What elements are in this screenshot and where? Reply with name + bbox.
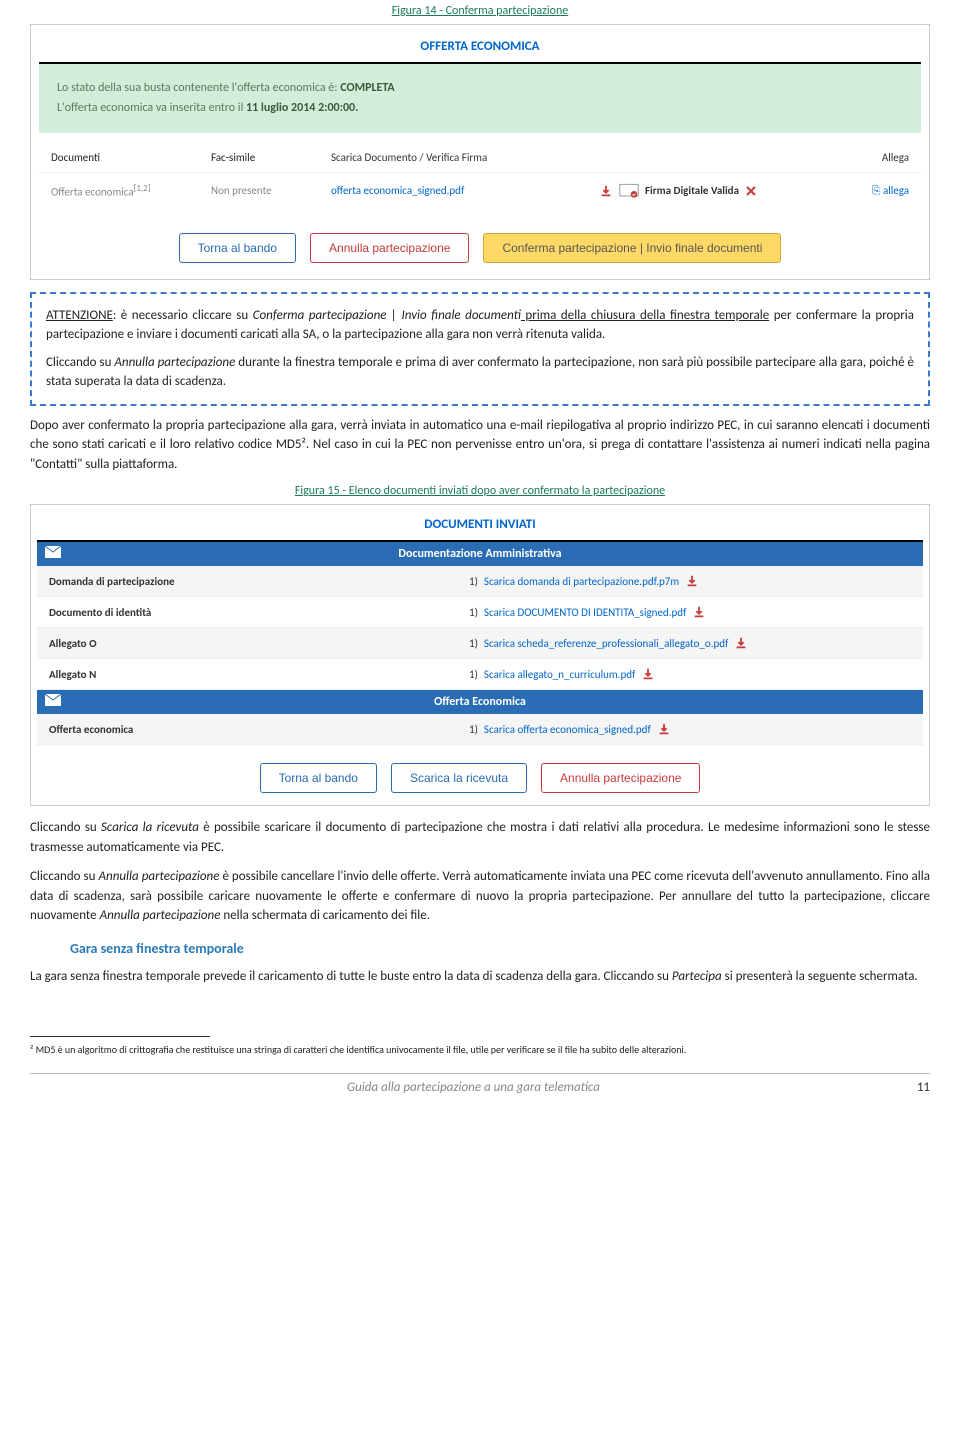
paragraph-1: Dopo aver confermato la propria partecip… — [30, 416, 930, 475]
footnote-separator — [30, 1036, 210, 1037]
remove-icon[interactable] — [745, 185, 757, 197]
figure-caption-15: Figura 15 - Elenco documenti inviati dop… — [30, 484, 930, 498]
certificate-icon — [619, 183, 639, 199]
footnote-md5: ² MD5 è un algoritmo di crittografia che… — [30, 1043, 930, 1057]
download-icon[interactable] — [641, 667, 655, 681]
annulla-partecipazione-button[interactable]: Annulla partecipazione — [310, 233, 469, 263]
download-icon[interactable] — [599, 184, 613, 198]
torna-bando-button[interactable]: Torna al bando — [260, 763, 377, 793]
scarica-ricevuta-button[interactable]: Scarica la ricevuta — [391, 763, 527, 793]
inv-row: Allegato O1) Scarica scheda_referenze_pr… — [37, 628, 923, 659]
download-link[interactable]: Scarica allegato_n_curriculum.pdf — [484, 668, 635, 681]
section-bar-economica: Offerta Economica — [37, 690, 923, 714]
status-box: Lo stato della sua busta contenente l'of… — [39, 64, 921, 133]
download-icon[interactable] — [657, 722, 671, 736]
page-footer: Guida alla partecipazione a una gara tel… — [30, 1073, 930, 1095]
conferma-partecipazione-button[interactable]: Conferma partecipazione | Invio finale d… — [483, 233, 781, 263]
annulla-partecipazione-button[interactable]: Annulla partecipazione — [541, 763, 700, 793]
col-allega: Allega — [839, 151, 909, 164]
figure-caption-14: Figura 14 - Conferma partecipazione — [30, 4, 930, 18]
col-scarica: Scarica Documento / Verifica Firma — [331, 151, 599, 164]
envelope-icon — [45, 546, 61, 558]
inv-row: Offerta economica1) Scarica offerta econ… — [37, 714, 923, 745]
download-link[interactable]: Scarica offerta economica_signed.pdf — [484, 723, 651, 736]
documenti-inviati-panel: DOCUMENTI INVIATI Documentazione Amminis… — [30, 504, 930, 806]
paragraph-3: Cliccando su Annulla partecipazione è po… — [30, 867, 930, 926]
paragraph-2: Cliccando su Scarica la ricevuta è possi… — [30, 818, 930, 857]
torna-bando-button[interactable]: Torna al bando — [179, 233, 296, 263]
panel-title: OFFERTA ECONOMICA — [39, 33, 921, 60]
envelope-icon — [45, 694, 61, 706]
download-link[interactable]: Scarica scheda_referenze_professionali_a… — [484, 637, 729, 650]
col-documenti: Documenti — [51, 151, 211, 164]
download-icon[interactable] — [734, 636, 748, 650]
panel2-title: DOCUMENTI INVIATI — [37, 511, 923, 538]
download-icon[interactable] — [692, 605, 706, 619]
allega-link[interactable]: ⎘ allega — [839, 184, 909, 198]
documents-table: Documenti Fac-simile Scarica Documento /… — [39, 143, 921, 209]
table-row: Offerta economica[1,2] Non presente offe… — [39, 173, 921, 209]
inv-row: Domanda di partecipazione1) Scarica doma… — [37, 566, 923, 597]
download-icon[interactable] — [685, 574, 699, 588]
attention-box: ATTENZIONE: è necessario cliccare su Con… — [30, 292, 930, 406]
section-bar-amministrativa: Documentazione Amministrativa — [37, 542, 923, 566]
inv-row: Allegato N1) Scarica allegato_n_curricul… — [37, 659, 923, 690]
offerta-economica-panel: OFFERTA ECONOMICA Lo stato della sua bus… — [30, 24, 930, 280]
download-link[interactable]: Scarica domanda di partecipazione.pdf.p7… — [484, 575, 679, 588]
download-link[interactable]: Scarica DOCUMENTO DI IDENTITA_signed.pdf — [484, 606, 686, 619]
subheading-gara: Gara senza finestra temporale — [70, 940, 930, 957]
col-facsimile: Fac-simile — [211, 151, 331, 164]
download-link[interactable]: offerta economica_signed.pdf — [331, 184, 599, 197]
inv-row: Documento di identità1) Scarica DOCUMENT… — [37, 597, 923, 628]
paragraph-4: La gara senza finestra temporale prevede… — [30, 967, 930, 987]
